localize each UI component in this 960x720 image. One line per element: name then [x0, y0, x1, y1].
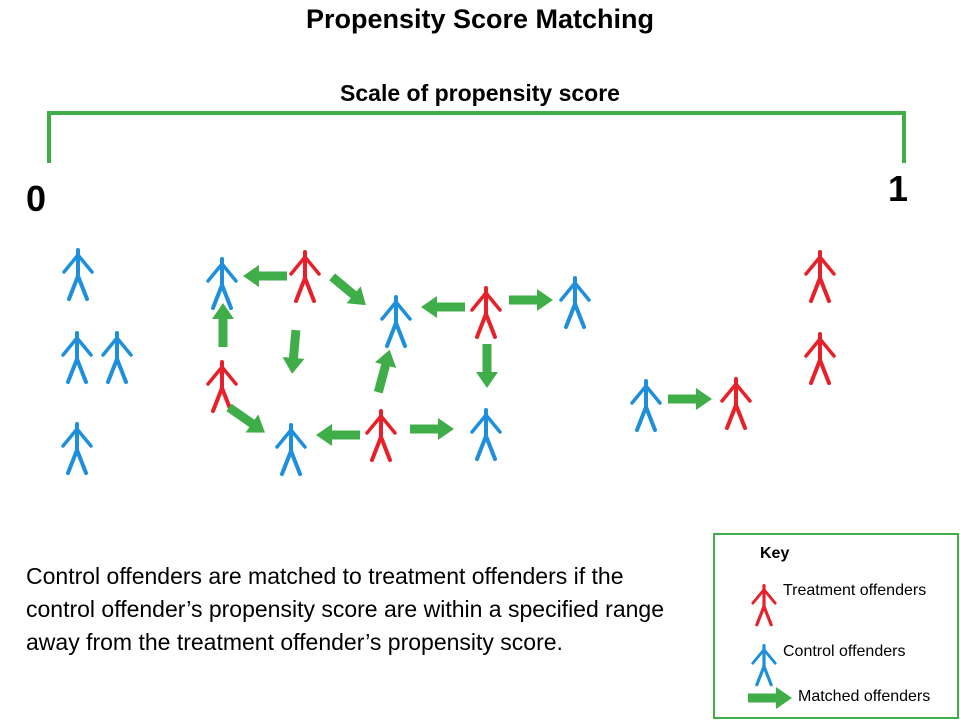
- treatment-offender: [470, 271, 502, 339]
- control-offender: [559, 261, 591, 329]
- control-offender: [275, 408, 307, 476]
- match-arrow: [325, 268, 373, 314]
- treatment-offender: [804, 235, 836, 303]
- key-title: Key: [760, 545, 790, 562]
- treatment-offender: [206, 345, 238, 413]
- diagram-title: Propensity Score Matching: [305, 4, 655, 34]
- match-arrow: [421, 296, 465, 318]
- key-control-label: Control offenders: [783, 643, 906, 660]
- scale-max-label: 1: [888, 168, 909, 209]
- control-offender: [61, 316, 93, 384]
- scale-min-label: 0: [26, 178, 47, 219]
- treatment-offender: [365, 394, 397, 462]
- control-offender: [206, 242, 238, 310]
- match-arrow: [509, 289, 553, 311]
- match-arrow: [367, 346, 401, 396]
- key-matched-label: Matched offenders: [798, 688, 931, 705]
- match-arrow: [243, 265, 287, 287]
- match-arrow: [281, 329, 307, 375]
- treatment-offender: [289, 235, 321, 303]
- control-offender: [380, 280, 412, 348]
- description-text: Control offenders are matched to treatme…: [26, 563, 664, 655]
- control-offender: [470, 393, 502, 461]
- control-offender: [62, 233, 94, 301]
- treatment-offender: [720, 362, 752, 430]
- match-arrow: [476, 344, 498, 388]
- key-treatment-label: Treatment offenders: [783, 582, 927, 599]
- match-arrow: [316, 424, 360, 446]
- match-arrow: [668, 388, 712, 410]
- treatment-offender: [804, 317, 836, 385]
- control-offender: [101, 316, 133, 384]
- control-offender: [630, 364, 662, 432]
- key-box: [713, 533, 959, 719]
- scale-bar: [47, 111, 906, 163]
- scale-label: Scale of propensity score: [340, 80, 620, 106]
- control-offender: [61, 407, 93, 475]
- match-arrow: [410, 418, 454, 440]
